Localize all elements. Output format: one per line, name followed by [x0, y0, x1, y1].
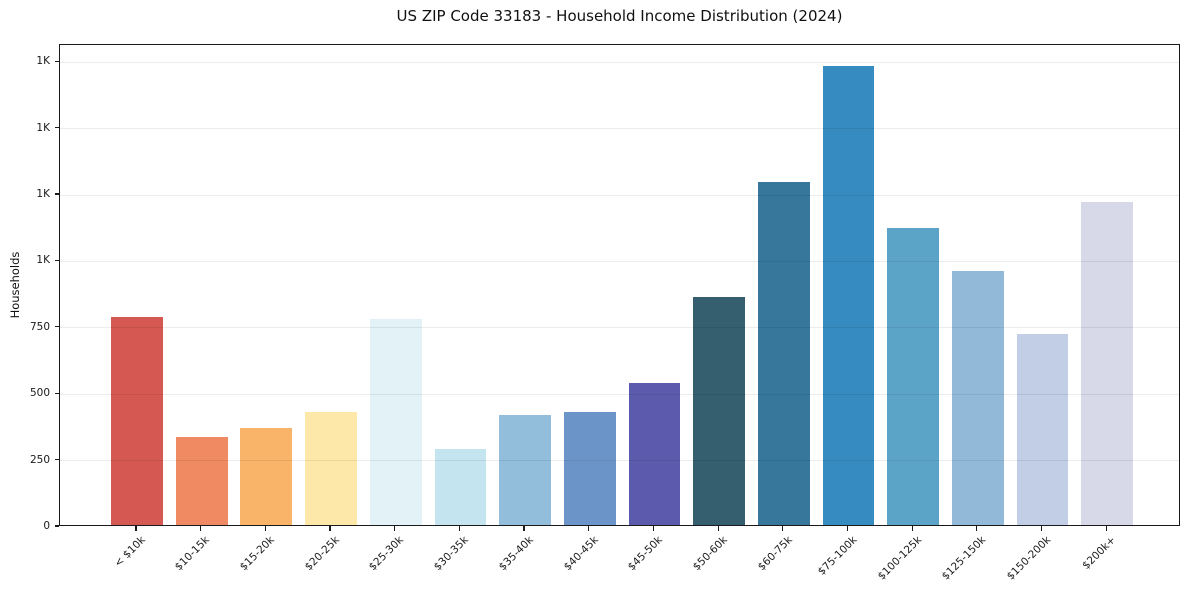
- bar-125-150k: [952, 271, 1004, 525]
- x-tick-label: $15-20k: [237, 534, 277, 574]
- y-tick-mark: [54, 259, 59, 262]
- x-tick-mark: [717, 526, 719, 531]
- x-tick-mark: [264, 526, 266, 531]
- bar-75-100k: [822, 65, 875, 525]
- bar-15-20k: [240, 428, 293, 525]
- y-tick-label: 250: [29, 453, 50, 466]
- gridline: [60, 327, 1179, 329]
- x-tick-label: $25-30k: [367, 534, 407, 574]
- gridline: [60, 393, 1179, 395]
- y-tick-mark: [54, 193, 59, 195]
- plot-area: [59, 44, 1180, 526]
- y-tick-label: 750: [29, 320, 50, 333]
- x-tick-label: $200k+: [1079, 534, 1118, 572]
- x-tick-mark: [135, 526, 137, 531]
- bar-45-50k: [628, 382, 681, 525]
- y-tick-mark: [54, 525, 59, 527]
- gridline: [60, 128, 1179, 130]
- y-tick-label: 0: [43, 520, 50, 532]
- x-tick-mark: [1040, 526, 1043, 531]
- y-tick-label: 1K: [36, 188, 50, 201]
- gridline: [60, 460, 1179, 462]
- x-tick-label: $40-45k: [561, 534, 601, 574]
- y-tick-mark: [54, 127, 59, 129]
- x-tick-label: $125-150k: [939, 534, 989, 583]
- chart-title: US ZIP Code 33183 - Household Income Dis…: [396, 7, 843, 25]
- x-tick-mark: [976, 526, 978, 531]
- x-tick-label: $35-40k: [496, 534, 536, 574]
- y-tick-mark: [54, 326, 59, 328]
- x-tick-mark: [652, 526, 655, 531]
- bar-35-40k: [499, 414, 551, 525]
- bar-60-75k: [757, 182, 810, 525]
- bar-30-35k: [434, 449, 487, 525]
- x-tick-mark: [846, 526, 849, 531]
- x-tick-mark: [911, 526, 913, 531]
- x-tick-label: $30-35k: [431, 534, 471, 574]
- bar-150-200k: [1016, 333, 1069, 525]
- x-tick-mark: [394, 526, 396, 531]
- x-tick-mark: [458, 526, 460, 531]
- y-tick-mark: [54, 459, 59, 461]
- x-tick-label: $10-15k: [173, 534, 213, 574]
- x-tick-mark: [1105, 526, 1107, 531]
- x-tick-mark: [329, 526, 331, 531]
- y-tick-label: 1K: [36, 121, 50, 134]
- x-tick-label: $75-100k: [815, 534, 860, 578]
- x-tick-mark: [782, 526, 784, 531]
- gridline: [60, 61, 1179, 63]
- x-tick-label: < $10k: [111, 534, 148, 570]
- x-tick-label: $45-50k: [625, 534, 665, 574]
- x-tick-label: $150-200k: [1004, 534, 1054, 583]
- x-tick-label: $50-60k: [690, 534, 730, 574]
- y-tick-mark: [54, 392, 59, 394]
- x-tick-mark: [588, 526, 590, 531]
- gridline: [60, 260, 1179, 262]
- bar-25-30k: [369, 319, 422, 525]
- gridline: [60, 194, 1179, 196]
- bar-20-25k: [305, 412, 357, 525]
- bar-40-45k: [563, 412, 616, 525]
- x-tick-mark: [523, 526, 525, 531]
- bar-100-125k: [887, 227, 940, 525]
- y-tick-label: 500: [29, 387, 50, 400]
- y-tick-mark: [54, 60, 59, 62]
- x-tick-mark: [200, 526, 202, 531]
- bar-50-60k: [693, 296, 745, 525]
- x-tick-label: $20-25k: [302, 534, 342, 574]
- x-tick-label: $100-125k: [875, 534, 924, 583]
- y-tick-label: 1K: [36, 55, 50, 68]
- bar-200k: [1081, 202, 1134, 525]
- x-tick-label: $60-75k: [755, 534, 795, 574]
- y-tick-label: 1K: [36, 254, 50, 267]
- bar-10k: [111, 316, 163, 525]
- bar-10-15k: [175, 437, 228, 525]
